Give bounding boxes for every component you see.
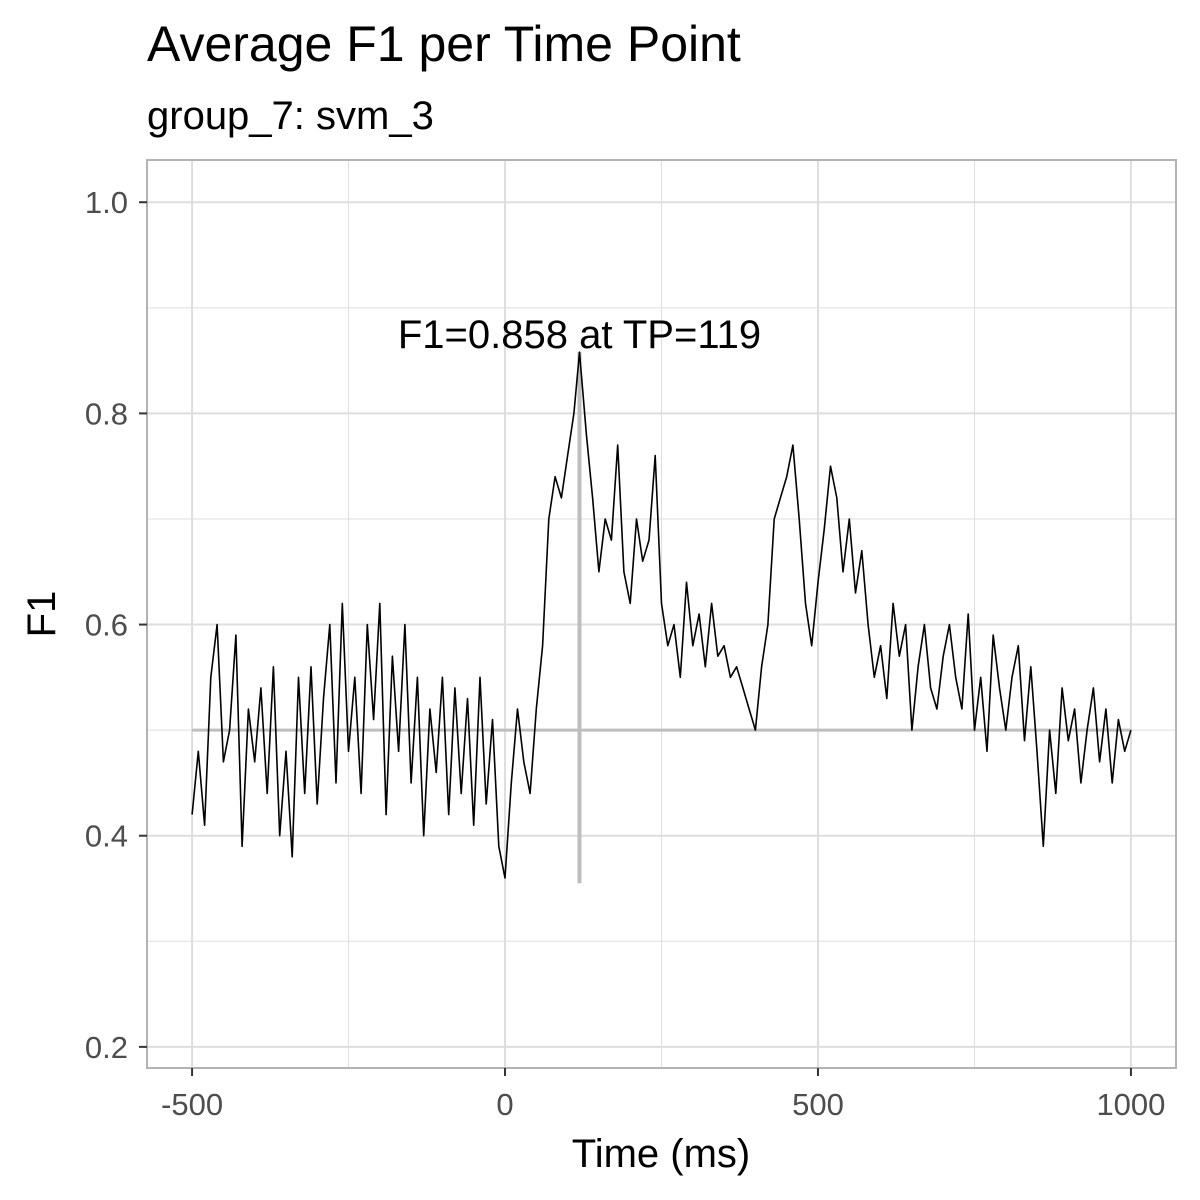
y-axis-label: F1 bbox=[20, 591, 64, 638]
y-tick-label: 0.2 bbox=[85, 1030, 128, 1065]
x-tick-label: -500 bbox=[161, 1087, 223, 1122]
chart-title: Average F1 per Time Point bbox=[147, 16, 741, 72]
x-tick-label: 0 bbox=[496, 1087, 513, 1122]
x-axis-label: Time (ms) bbox=[572, 1132, 750, 1176]
x-tick-label: 500 bbox=[792, 1087, 844, 1122]
x-tick-label: 1000 bbox=[1096, 1087, 1165, 1122]
peak-annotation: F1=0.858 at TP=119 bbox=[398, 313, 761, 357]
y-tick-label: 1.0 bbox=[85, 185, 128, 220]
chart-subtitle: group_7: svm_3 bbox=[147, 94, 434, 138]
y-tick-label: 0.8 bbox=[85, 396, 128, 431]
panel-border-group bbox=[146, 159, 1177, 1069]
y-tick-label: 0.4 bbox=[85, 819, 128, 854]
y-tick-label: 0.6 bbox=[85, 608, 128, 643]
panel-border bbox=[146, 159, 1177, 1069]
grid-lines bbox=[147, 160, 1176, 1068]
axis-ticks: -500 0 500 1000 0.2 0.4 0.6 0.8 1.0 bbox=[85, 185, 1166, 1122]
series-lines bbox=[191, 351, 1132, 879]
series-line-0 bbox=[191, 351, 1132, 879]
